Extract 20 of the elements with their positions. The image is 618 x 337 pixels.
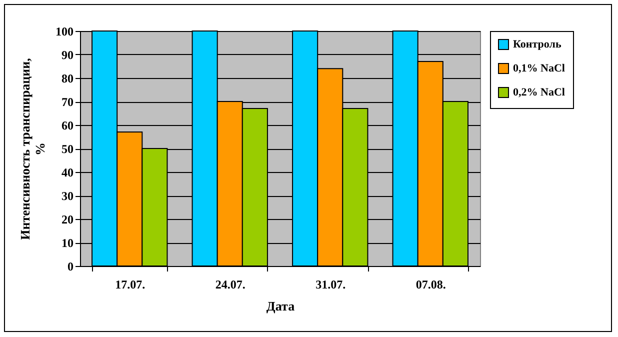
y-axis-title: Интенсивность транспирации, %: [18, 58, 48, 240]
legend-label: 0,2% NaCl: [513, 86, 565, 98]
y-tick-label: 20: [62, 212, 74, 226]
legend-label: 0,1% NaCl: [513, 62, 565, 74]
y-tick-label: 40: [62, 166, 74, 180]
y-tick-label: 60: [62, 118, 74, 132]
y-tick-label: 30: [62, 189, 74, 203]
legend-label: Контроль: [513, 38, 562, 50]
y-tick-label: 10: [62, 236, 74, 250]
x-axis-title: Дата: [266, 298, 296, 314]
y-tick-label: 70: [62, 95, 74, 109]
x-tick-label: 31.07.: [316, 278, 346, 292]
y-tick-label: 80: [62, 72, 74, 86]
y-tick-label: 100: [56, 24, 74, 38]
y-tick-label: 50: [62, 142, 74, 156]
x-tick-label: 17.07.: [115, 278, 146, 292]
y-tick-label: 0: [68, 260, 74, 274]
y-tick-label: 90: [62, 48, 74, 62]
x-tick-label: 07.08.: [416, 278, 446, 292]
x-tick-label: 24.07.: [215, 278, 246, 292]
